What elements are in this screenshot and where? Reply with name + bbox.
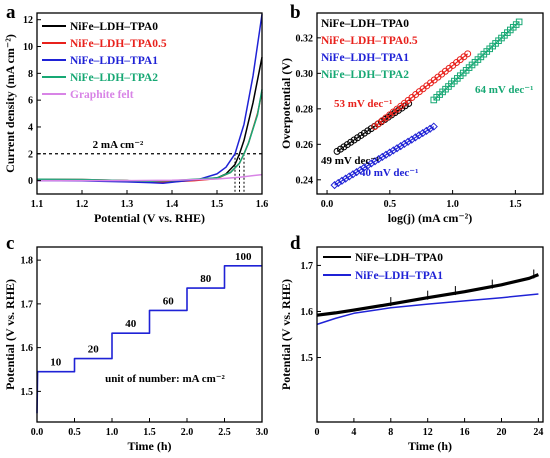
plot-frame xyxy=(316,246,544,423)
panel-d: 0 4 8 12 16 20 24 1.5 1.6 1.7 Time (h) Potential (V… xyxy=(279,233,544,453)
x-tick-label: 24 xyxy=(533,427,543,438)
x-tick-label: 0.5 xyxy=(384,199,397,210)
x-axis-label: log(j) (mA cm⁻²) xyxy=(388,211,473,225)
y-tick-label: 10 xyxy=(23,42,33,53)
legend-label: NiFe–LDH–TPA2 xyxy=(321,69,409,81)
panel-letter: d xyxy=(290,233,301,254)
y-tick-label: 0.26 xyxy=(296,140,314,151)
x-tick-label: 0.0 xyxy=(31,427,44,438)
plot-frame xyxy=(316,12,544,195)
x-tick-label: 1.2 xyxy=(76,199,89,210)
panel-b: 53 mV dec⁻¹ 64 mV dec⁻¹ 49 mV dec⁻¹40 mV d… xyxy=(279,2,544,225)
plot-frame xyxy=(36,12,263,195)
step-label: 10 xyxy=(50,357,62,369)
y-axis-label: Potential (V vs. RHE) xyxy=(3,279,17,390)
legend-label: NiFe–LDH–TPA1 xyxy=(321,52,409,64)
legend-label: NiFe–LDH–TPA0 xyxy=(355,252,443,264)
step-label: 100 xyxy=(235,251,252,263)
y-axis-label: Potential (V vs. RHE) xyxy=(279,279,293,390)
y-tick-label: 6 xyxy=(28,96,33,107)
y-tick-label: 1.7 xyxy=(301,261,314,272)
panel-letter: c xyxy=(6,233,14,254)
y-tick-label: 8 xyxy=(28,69,33,80)
x-tick-label: 1.4 xyxy=(166,199,179,210)
x-tick-label: 0.5 xyxy=(68,427,81,438)
data-point xyxy=(429,122,438,131)
x-tick-label: 0 xyxy=(315,427,320,438)
y-tick-label: 0.24 xyxy=(296,175,314,186)
x-tick-label: 2.5 xyxy=(218,427,231,438)
x-axis-label: Time (h) xyxy=(127,439,171,453)
legend-label: NiFe–LDH–TPA1 xyxy=(355,270,443,282)
data-point xyxy=(464,50,472,58)
x-tick-label: 8 xyxy=(388,427,393,438)
y-tick-label: 1.8 xyxy=(21,256,34,267)
y-tick-label: 0 xyxy=(28,176,33,187)
slope-label: 64 mV dec⁻¹ xyxy=(475,84,533,96)
reference-label: 2 mA cm⁻² xyxy=(93,139,144,151)
slope-label: 49 mV dec⁻¹ xyxy=(321,155,379,167)
step-label: 20 xyxy=(88,344,100,356)
x-tick-label: 3.0 xyxy=(256,427,269,438)
y-tick-label: 12 xyxy=(23,15,33,26)
x-tick-label: 0.0 xyxy=(321,199,334,210)
x-tick-label: 1.0 xyxy=(446,199,459,210)
y-tick-label: 0.32 xyxy=(296,33,314,44)
y-axis-label: Current density (mA cm⁻²) xyxy=(3,34,17,173)
legend-label: Graphite felt xyxy=(70,89,134,101)
x-tick-label: 1.5 xyxy=(143,427,156,438)
fit-line xyxy=(374,53,469,128)
legend-label: NiFe–LDH–TPA0 xyxy=(321,18,409,30)
x-tick-label: 2.0 xyxy=(181,427,194,438)
plot-frame xyxy=(36,246,263,423)
x-tick-label: 1.5 xyxy=(509,199,522,210)
y-tick-label: 2 xyxy=(28,149,33,160)
legend-label: NiFe–LDH–TPA0.5 xyxy=(70,38,167,50)
legend-label: NiFe–LDH–TPA0.5 xyxy=(321,35,418,47)
y-tick-label: 1.5 xyxy=(301,353,314,364)
fit-line xyxy=(433,21,520,101)
series-line xyxy=(37,173,263,182)
panel-letter: a xyxy=(6,2,16,23)
legend-label: NiFe–LDH–TPA1 xyxy=(70,55,158,67)
y-tick-label: 1.5 xyxy=(21,387,34,398)
x-axis-label: Time (h) xyxy=(408,439,452,453)
series-line xyxy=(36,265,262,414)
y-tick-label: 0.28 xyxy=(296,104,314,115)
x-tick-label: 1.0 xyxy=(106,427,119,438)
note-label: unit of number: mA cm⁻² xyxy=(105,373,225,385)
step-label: 80 xyxy=(200,273,212,285)
panel-c: 10 20 40 60 80 100 unit of number: mA cm⁻² 0.0 0… xyxy=(3,233,268,453)
slope-label: 40 mV dec⁻¹ xyxy=(360,167,418,179)
series-line xyxy=(316,293,539,326)
panel-letter: b xyxy=(290,2,301,23)
y-axis-label: Overpotential (V) xyxy=(279,58,293,149)
x-tick-label: 1.3 xyxy=(121,199,134,210)
x-tick-label: 1.5 xyxy=(211,199,224,210)
legend-label: NiFe–LDH–TPA0 xyxy=(70,21,158,33)
step-label: 40 xyxy=(125,318,137,330)
x-tick-label: 4 xyxy=(351,427,356,438)
step-label: 60 xyxy=(163,295,175,307)
fit-line xyxy=(334,126,435,186)
y-tick-label: 1.6 xyxy=(301,307,314,318)
y-tick-label: 4 xyxy=(28,122,33,133)
y-tick-label: 0.30 xyxy=(296,69,314,80)
legend-label: NiFe–LDH–TPA2 xyxy=(70,72,158,84)
x-axis-label: Potential (V vs. RHE) xyxy=(94,211,205,225)
x-tick-label: 1.6 xyxy=(256,199,269,210)
series-line xyxy=(36,89,263,183)
data-point xyxy=(515,18,523,26)
x-tick-label: 16 xyxy=(460,427,470,438)
panel-a: 2 mA cm⁻² 1.1 1.2 1.3 1.4 1.5 1.6 0 2 4 6 8 10 12 Pote… xyxy=(3,2,268,225)
x-tick-label: 1.1 xyxy=(31,199,44,210)
y-tick-label: 1.6 xyxy=(21,343,34,354)
y-tick-label: 1.7 xyxy=(21,299,34,310)
series-line xyxy=(36,91,263,183)
slope-label: 53 mV dec⁻¹ xyxy=(334,98,392,110)
x-tick-label: 20 xyxy=(496,427,506,438)
x-tick-label: 12 xyxy=(423,427,433,438)
fit-line xyxy=(336,103,410,152)
